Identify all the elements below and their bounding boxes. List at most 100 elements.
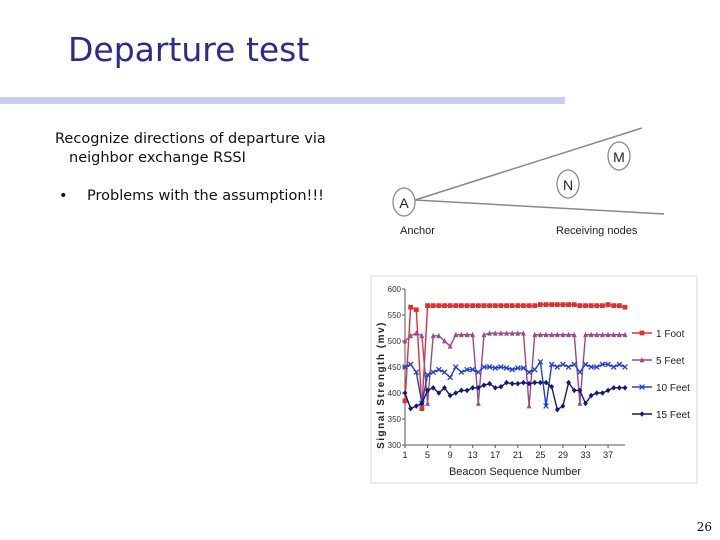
data-point [481,382,487,388]
data-point [498,364,504,370]
data-point [475,385,481,391]
data-point [408,405,414,412]
data-point [430,369,437,376]
data-point [453,303,459,309]
y-tick-label: 450 [388,363,402,372]
data-point [521,379,526,386]
data-point [549,331,555,338]
data-point [526,403,532,409]
chart-series-layer [402,302,628,413]
data-point [554,302,560,307]
data-point [560,361,566,368]
node-anchor-label: A [399,195,409,211]
data-point [549,302,555,307]
x-tick-label: 17 [490,450,500,460]
legend-label: 10 Feet [656,383,690,394]
node-m-label: M [613,149,625,165]
node-n: N [556,169,580,199]
page-number: 26 [696,520,712,534]
title-underline [0,97,565,104]
legend-item: 5 Feet [632,356,685,367]
paragraph-line-2: neighbor exchange RSSI [69,150,246,166]
data-point [554,406,560,413]
data-point [543,403,549,409]
data-point [419,406,425,411]
data-point [537,331,543,338]
data-point [464,387,470,394]
x-tick-label: 5 [425,450,430,460]
legend-marker [639,384,645,390]
x-tick-label: 1 [402,450,407,460]
data-point [413,403,419,409]
data-point [475,369,482,376]
legend-item: 10 Feet [632,383,690,394]
data-point [402,364,408,370]
data-point [588,392,594,399]
data-point [593,364,600,370]
x-axis-label: Beacon Sequence Number [449,466,581,478]
data-point [515,330,521,336]
data-point [447,303,453,309]
data-point [408,332,414,339]
data-point [611,303,617,309]
data-point [622,304,628,310]
data-point [577,387,583,394]
data-point [503,365,510,371]
data-point [436,390,442,396]
data-point [402,338,408,344]
data-point [481,364,487,370]
data-point [605,302,611,307]
data-point [509,366,516,373]
y-tick-label: 300 [388,441,402,450]
x-tick-label: 21 [513,450,523,460]
data-point [425,387,430,394]
data-point [498,330,504,336]
y-axis-label: Signal Strength (mv) [376,321,387,449]
data-point [436,303,442,309]
data-point [543,379,549,386]
data-point [622,364,628,370]
data-point [475,303,481,309]
data-point [611,385,617,391]
data-point [583,303,588,309]
legend-marker [639,357,645,363]
data-point [605,331,611,338]
bullet-text: Problems with the assumption!!! [87,188,324,204]
data-point [504,379,509,386]
x-tick-label: 25 [535,450,545,460]
data-point [436,332,442,339]
data-point [594,303,600,309]
data-point [459,387,464,394]
chart-legend: 1 Foot 5 Feet 10 Feet 15 Feet [632,329,690,421]
x-tick-label: 13 [468,450,478,460]
data-point [571,302,577,307]
data-point [571,361,578,368]
data-point [622,385,628,391]
data-point [531,366,538,373]
data-point [616,385,622,391]
data-point [413,307,419,313]
data-point [464,303,470,309]
data-point [514,365,521,371]
data-point [441,369,448,376]
data-point [492,303,498,309]
legend-marker [639,330,645,336]
data-point [588,303,594,309]
data-point [509,330,515,336]
data-point [571,331,577,338]
data-point [509,380,515,387]
bullet-symbol: • [59,188,68,204]
slide-title: Departure test [68,30,310,69]
data-point [521,330,526,336]
data-point [442,303,447,309]
data-point [486,364,493,370]
data-point [481,331,487,338]
data-point [526,380,532,387]
data-point [543,302,549,307]
data-point [526,369,532,376]
data-point [470,303,476,309]
series-line [404,303,626,409]
data-point [611,331,617,338]
data-point [622,331,628,338]
data-point [554,364,561,370]
